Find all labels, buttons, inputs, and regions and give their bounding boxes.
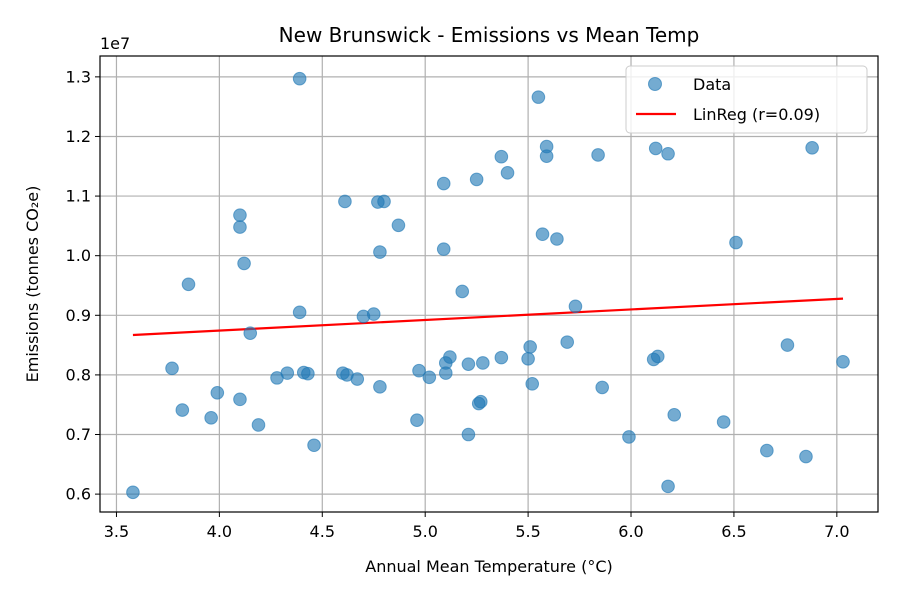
x-tick-label: 4.0 bbox=[207, 522, 232, 541]
legend-marker-data bbox=[648, 77, 662, 91]
plot-area-frame bbox=[99, 55, 879, 513]
data-point bbox=[237, 256, 251, 271]
data-point bbox=[436, 242, 451, 256]
data-point bbox=[550, 232, 564, 246]
y-tick-label: 0.8 bbox=[66, 365, 91, 384]
data-point bbox=[805, 140, 819, 155]
data-point bbox=[531, 90, 546, 104]
data-point bbox=[443, 350, 457, 364]
data-point bbox=[836, 354, 850, 369]
data-point bbox=[292, 305, 307, 320]
data-point bbox=[377, 194, 391, 209]
data-point bbox=[661, 479, 675, 494]
y-tick-label: 0.9 bbox=[66, 306, 91, 325]
data-point bbox=[292, 71, 307, 86]
data-points bbox=[126, 71, 850, 500]
data-point bbox=[760, 443, 774, 458]
data-point bbox=[494, 350, 509, 365]
data-point bbox=[716, 415, 731, 429]
legend-label-data: Data bbox=[693, 75, 731, 94]
data-point bbox=[233, 220, 247, 234]
x-tick-label: 3.5 bbox=[104, 522, 129, 541]
legend-label-linreg: LinReg (r=0.09) bbox=[693, 105, 820, 124]
data-point bbox=[350, 372, 365, 386]
y-axis-ticks: 0.6 0.7 0.8 0.9 1.0 1.1 1.2 1.3 bbox=[66, 67, 100, 504]
legend: Data LinReg (r=0.09) bbox=[625, 65, 868, 134]
data-point bbox=[661, 146, 675, 161]
data-point bbox=[650, 349, 665, 364]
y-axis-label: Emissions (tonnes CO₂e) bbox=[23, 186, 42, 383]
y-tick-label: 1.3 bbox=[66, 67, 91, 86]
data-point bbox=[175, 403, 190, 417]
legend-box bbox=[625, 65, 868, 134]
data-point bbox=[535, 227, 550, 242]
data-point bbox=[525, 377, 540, 391]
data-point bbox=[251, 418, 266, 432]
x-tick-label: 5.0 bbox=[412, 522, 437, 541]
data-point bbox=[366, 307, 381, 321]
data-point bbox=[438, 366, 453, 380]
data-point bbox=[476, 356, 490, 370]
x-tick-label: 7.0 bbox=[824, 522, 849, 541]
data-point bbox=[204, 411, 218, 425]
data-point bbox=[422, 370, 437, 385]
data-point bbox=[373, 245, 387, 259]
data-point bbox=[307, 438, 321, 453]
chart-title: New Brunswick - Emissions vs Mean Temp bbox=[279, 23, 700, 47]
data-point bbox=[181, 277, 196, 292]
data-point bbox=[799, 449, 813, 464]
data-point bbox=[436, 176, 451, 191]
data-point bbox=[412, 363, 426, 378]
y-tick-label: 0.7 bbox=[66, 425, 91, 444]
y-axis-offset-label: 1e7 bbox=[100, 34, 130, 53]
y-tick-label: 1.2 bbox=[66, 127, 91, 146]
data-point bbox=[410, 413, 424, 428]
data-point bbox=[461, 427, 476, 442]
x-tick-label: 6.5 bbox=[721, 522, 746, 541]
data-point bbox=[539, 149, 554, 163]
y-tick-label: 1.1 bbox=[66, 187, 91, 206]
x-tick-label: 4.5 bbox=[310, 522, 335, 541]
data-point bbox=[560, 335, 575, 349]
y-tick-label: 0.6 bbox=[66, 485, 91, 504]
y-tick-label: 1.0 bbox=[66, 246, 91, 265]
x-axis-ticks: 3.5 4.0 4.5 5.0 5.5 6.0 6.5 7.0 bbox=[104, 512, 850, 541]
data-point bbox=[494, 149, 509, 164]
data-point bbox=[233, 392, 247, 407]
data-point bbox=[523, 340, 537, 354]
data-point bbox=[243, 326, 258, 340]
data-point bbox=[469, 172, 484, 187]
data-point bbox=[461, 357, 476, 371]
data-point bbox=[500, 166, 515, 180]
data-point bbox=[568, 299, 583, 314]
data-point bbox=[780, 338, 795, 352]
data-point bbox=[595, 380, 610, 395]
x-axis-label: Annual Mean Temperature (°C) bbox=[365, 557, 612, 576]
data-point bbox=[622, 430, 636, 444]
data-point bbox=[648, 141, 663, 156]
data-point bbox=[455, 284, 470, 299]
data-point bbox=[473, 394, 488, 409]
data-point bbox=[338, 194, 352, 209]
data-point bbox=[126, 485, 140, 500]
data-point bbox=[391, 218, 406, 233]
data-point bbox=[373, 380, 387, 394]
data-point bbox=[729, 235, 743, 250]
x-tick-label: 5.5 bbox=[515, 522, 540, 541]
data-point bbox=[301, 366, 315, 381]
data-point bbox=[233, 208, 247, 222]
data-point bbox=[591, 148, 605, 162]
x-tick-label: 6.0 bbox=[618, 522, 643, 541]
data-point bbox=[521, 352, 535, 366]
data-point bbox=[210, 385, 225, 400]
data-point bbox=[165, 361, 179, 376]
data-point bbox=[667, 408, 682, 422]
data-point bbox=[280, 366, 295, 380]
